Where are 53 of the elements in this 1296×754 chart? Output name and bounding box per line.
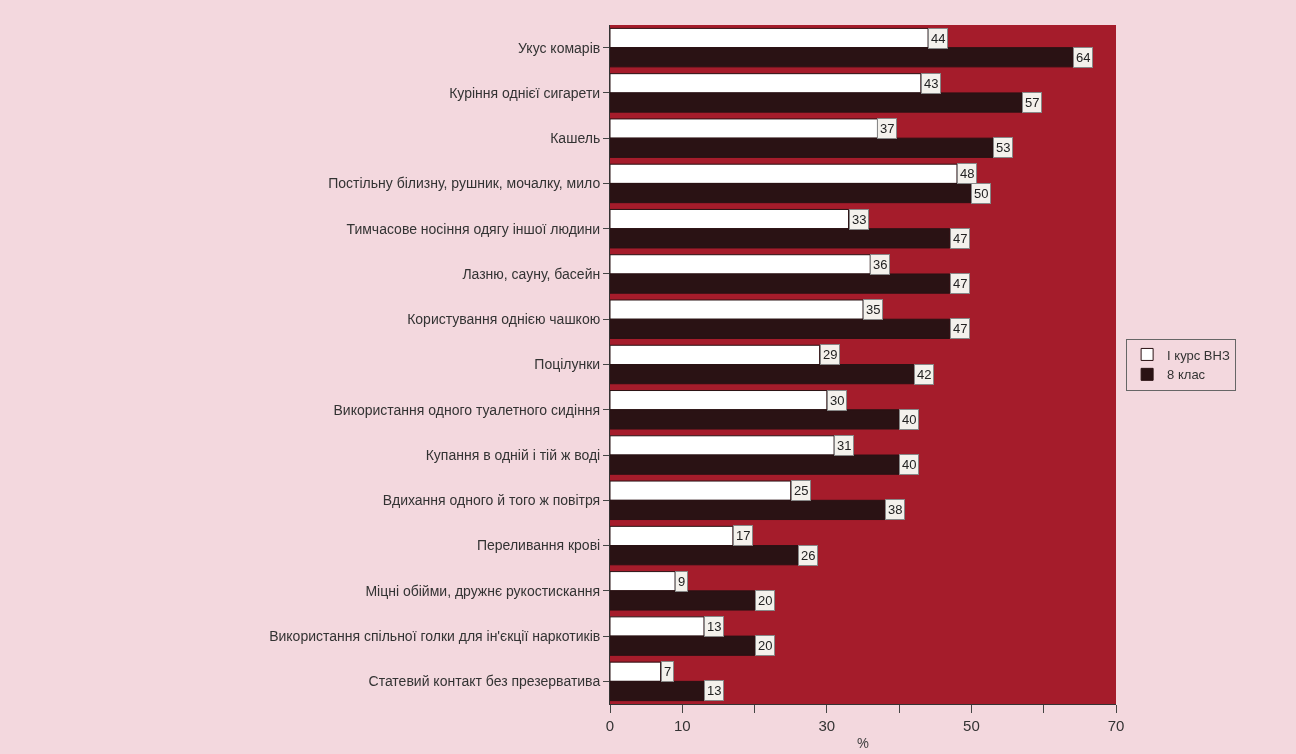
data-label: 17 — [736, 528, 751, 543]
y-tick-label: Поцілунки — [534, 356, 601, 373]
data-label: 31 — [837, 438, 852, 453]
y-tick-label: Вдихання одного й того ж повітря — [382, 492, 601, 509]
data-label: 9 — [678, 574, 686, 589]
x-tick-label: 70 — [1107, 717, 1125, 734]
x-tick-label: 50 — [963, 717, 980, 734]
legend-label: 8 клас — [1167, 367, 1206, 383]
y-tick-label: Міцні обійми, дружнє рукостискання — [365, 582, 601, 599]
data-label: 40 — [902, 412, 917, 427]
y-tick-label: Переливання крові — [477, 537, 601, 554]
y-tick-label: Лазню, сауну, басейн — [462, 265, 601, 282]
legend-label: I курс ВНЗ — [1167, 347, 1230, 363]
y-tick-label: Постільну білизну, рушник, мочалку, мило — [328, 175, 601, 192]
y-tick-label: Тимчасове носіння одягу іншої людини — [346, 220, 601, 237]
data-label: 20 — [758, 638, 773, 653]
data-label: 35 — [866, 302, 881, 317]
data-label: 38 — [888, 502, 903, 517]
data-label: 26 — [801, 548, 816, 563]
y-tick-label: Користування однією чашкою — [407, 311, 601, 328]
x-tick-label: 0 — [605, 717, 615, 734]
data-label: 50 — [974, 186, 989, 201]
data-label: 43 — [924, 76, 939, 91]
data-label: 29 — [823, 347, 838, 362]
data-label: 7 — [664, 664, 672, 679]
data-label: 44 — [931, 31, 946, 46]
data-label: 47 — [953, 276, 968, 291]
data-label: 53 — [996, 140, 1011, 155]
data-label: 25 — [794, 483, 809, 498]
data-label: 47 — [953, 231, 968, 246]
y-tick-label: Використання одного туалетного сидіння — [333, 401, 601, 418]
data-label: 48 — [960, 166, 975, 181]
y-tick-label: Кашель — [550, 130, 601, 147]
data-label: 33 — [852, 212, 867, 227]
data-label: 64 — [1076, 50, 1091, 65]
y-tick-label: Укус комарів — [518, 39, 601, 56]
x-tick-label: 10 — [673, 717, 691, 734]
y-tick-label: Використання спільної голки для ін'єкції наркотиків — [269, 628, 601, 644]
x-tick-label: 30 — [818, 717, 836, 734]
data-label: 36 — [873, 257, 888, 272]
data-label: 47 — [953, 321, 968, 336]
data-label: 37 — [880, 121, 895, 136]
data-label: 20 — [758, 593, 773, 608]
data-label: 40 — [902, 457, 917, 472]
y-tick-label: Куріння однієї сигарети — [449, 84, 601, 101]
data-label: 30 — [830, 393, 845, 408]
data-label: 13 — [707, 619, 722, 634]
y-tick-label: Купання в одній і тій ж воді — [425, 446, 601, 463]
y-tick-label: Статевий контакт без презерватива — [368, 673, 601, 690]
data-label: 42 — [917, 367, 932, 382]
data-label: 13 — [707, 683, 722, 698]
x-axis-title: % — [856, 732, 870, 752]
data-label: 57 — [1025, 95, 1040, 110]
